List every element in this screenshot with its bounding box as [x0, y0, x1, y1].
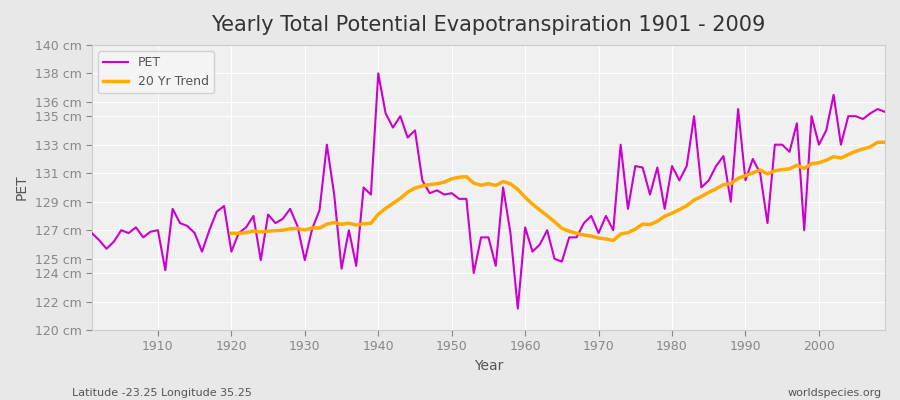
20 Yr Trend: [424, 182, 435, 187]
Legend: PET, 20 Yr Trend: PET, 20 Yr Trend: [98, 51, 214, 93]
Title: Yearly Total Potential Evapotranspiration 1901 - 2009: Yearly Total Potential Evapotranspiratio…: [212, 15, 766, 35]
PET: [86, 231, 97, 236]
20 Yr Trend: [791, 163, 802, 168]
Line: 20 Yr Trend: 20 Yr Trend: [231, 142, 885, 240]
20 Yr Trend: [872, 140, 883, 144]
PET: [512, 306, 523, 311]
Y-axis label: PET: PET: [15, 175, 29, 200]
PET: [879, 110, 890, 114]
PET: [535, 242, 545, 247]
20 Yr Trend: [777, 167, 788, 172]
PET: [307, 226, 318, 231]
20 Yr Trend: [226, 231, 237, 236]
PET: [351, 264, 362, 268]
PET: [145, 229, 156, 234]
Text: worldspecies.org: worldspecies.org: [788, 388, 882, 398]
20 Yr Trend: [879, 140, 890, 145]
PET: [373, 71, 383, 76]
X-axis label: Year: Year: [473, 359, 503, 373]
20 Yr Trend: [858, 146, 868, 151]
20 Yr Trend: [314, 226, 325, 230]
PET: [623, 206, 634, 211]
20 Yr Trend: [608, 238, 618, 243]
Line: PET: PET: [92, 74, 885, 309]
20 Yr Trend: [688, 198, 699, 202]
Text: Latitude -23.25 Longitude 35.25: Latitude -23.25 Longitude 35.25: [72, 388, 252, 398]
PET: [527, 249, 538, 254]
